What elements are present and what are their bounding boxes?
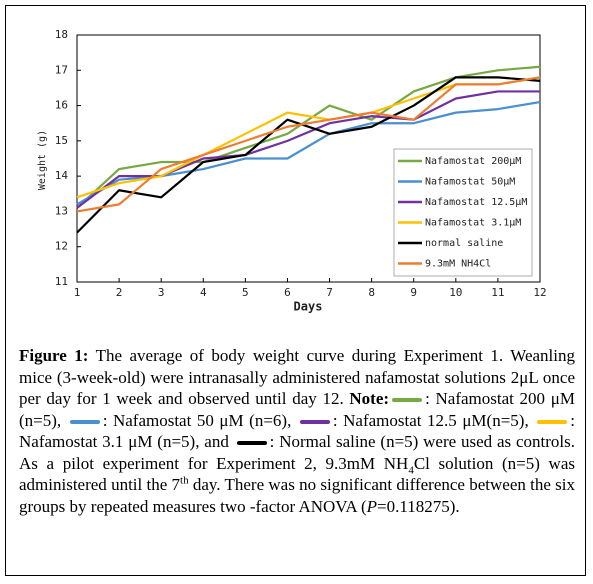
caption-text: : Nafamostat 12.5 μM(n=5), (332, 410, 535, 430)
legend-label: normal saline (425, 238, 503, 249)
legend-icon (299, 419, 330, 424)
caption-note: Note: (349, 389, 390, 408)
caption-italic: P (366, 496, 378, 516)
series-line (76, 76, 541, 234)
caption-superscript: th (180, 474, 189, 487)
legend-icon (69, 419, 100, 424)
caption-text: : Nafamostat 200 μM (n=5), (19, 389, 575, 430)
y-tick-label: 16 (55, 99, 68, 112)
x-tick-label: 10 (449, 286, 462, 299)
y-tick-label: 15 (55, 134, 68, 147)
x-tick-label: 5 (242, 286, 249, 299)
x-tick-label: 11 (491, 286, 504, 299)
legend-label: Nafamostat 50μM (425, 177, 515, 188)
caption-text: As a pilot experiment for Experiment 2, … (19, 453, 409, 473)
legend-label: Nafamostat 200μM (425, 156, 521, 167)
caption-label: Figure 1: (19, 346, 89, 365)
caption-text: : Nafamostat 3.1 μM (n=5), and (19, 410, 575, 452)
legend-box (393, 148, 533, 277)
caption-text: The average of body weight curve during … (19, 346, 575, 408)
plot-frame (76, 34, 541, 283)
caption-text: : Normal saline (n=5) were used as contr… (269, 432, 575, 451)
x-axis-label: Days (294, 300, 323, 314)
y-tick-label: 12 (55, 240, 68, 253)
caption: Figure 1: The average of body weight cur… (19, 345, 575, 517)
caption-text: Cl solution (n=5) was administered until… (19, 453, 575, 495)
x-tick-label: 3 (158, 286, 165, 299)
legend-icon (236, 441, 267, 446)
legend: Nafamostat 200μM Nafamostat 50μM Nafamosta… (393, 148, 533, 277)
figure-frame (5, 5, 586, 576)
caption-text: : Nafamostat 50 μM (n=6), (102, 410, 297, 430)
x-tick-label: 1 (74, 286, 81, 299)
caption-text: day. There was no significant difference… (19, 475, 575, 516)
y-axis-label: Weight (g) (37, 130, 48, 190)
y-tick-label: 14 (55, 169, 69, 182)
x-tick-label: 7 (326, 286, 333, 299)
x-tick-label: 8 (368, 286, 375, 299)
caption-subscript: 4 (408, 463, 414, 476)
y-tick-label: 18 (55, 28, 68, 41)
x-tick-label: 12 (533, 286, 546, 299)
x-tick-label: 9 (410, 286, 417, 299)
legend-icon (392, 398, 423, 403)
caption-text: =0.118275). (377, 496, 460, 516)
y-tick-label: 11 (55, 275, 68, 288)
series-line (76, 76, 541, 213)
y-tick-label: 13 (55, 204, 68, 217)
legend-label: Nafamostat 12.5μM (425, 197, 527, 208)
legend-label: 9.3mM NH4Cl (425, 259, 491, 270)
x-tick-label: 6 (284, 286, 291, 299)
legend-label: Nafamostat 3.1μM (425, 218, 521, 229)
x-tick-label: 2 (116, 286, 123, 299)
y-tick-label: 17 (55, 63, 68, 76)
legend-icon (537, 419, 568, 424)
series-line (76, 65, 541, 209)
x-tick-label: 4 (200, 286, 207, 299)
